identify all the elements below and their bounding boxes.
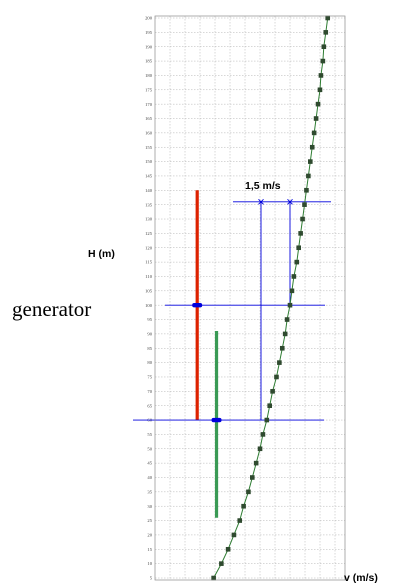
data-point — [306, 173, 311, 179]
x-axis-label: v (m/s) — [344, 572, 378, 584]
y-tick-label: 140 — [145, 188, 153, 193]
data-point — [211, 575, 216, 581]
data-point — [250, 475, 255, 480]
data-point — [291, 274, 297, 279]
guide-lines — [133, 198, 331, 421]
y-tick-label: 30 — [147, 504, 152, 509]
data-point — [279, 345, 285, 351]
y-tick-label: 125 — [145, 231, 153, 236]
data-point — [294, 259, 300, 265]
y-tick-label: 15 — [147, 547, 152, 552]
y-tick-label: 20 — [147, 533, 152, 538]
y-tick-label: 180 — [145, 73, 153, 78]
data-point — [320, 58, 326, 64]
y-tick-label: 70 — [147, 389, 152, 394]
data-point — [246, 489, 251, 495]
y-tick-label: 85 — [147, 346, 152, 351]
data-point — [308, 159, 313, 164]
y-axis-label: H (m) — [88, 248, 115, 260]
y-tick-label: 25 — [147, 518, 152, 523]
data-point — [318, 73, 324, 78]
y-tick-label: 115 — [145, 260, 152, 265]
y-tick-label: 195 — [145, 30, 153, 35]
data-point — [296, 245, 301, 251]
y-tick-label: 165 — [145, 116, 153, 121]
plot-frame — [154, 15, 346, 581]
y-tick-label: 100 — [145, 303, 153, 308]
y-tick-label: 5 — [150, 576, 153, 581]
data-point — [325, 15, 330, 21]
y-tick-label: 110 — [145, 274, 152, 279]
data-point — [274, 374, 279, 380]
y-tick-label: 80 — [147, 360, 152, 365]
data-point — [231, 532, 237, 538]
y-tick-label: 40 — [147, 475, 152, 480]
data-point — [284, 317, 290, 322]
y-tick-label: 145 — [145, 174, 153, 179]
velocity-curve — [211, 15, 330, 581]
y-tick-label: 130 — [145, 217, 153, 222]
data-point — [277, 360, 282, 365]
data-point — [270, 389, 275, 394]
y-tick-label: 55 — [147, 432, 152, 437]
data-point — [313, 116, 319, 121]
data-point — [237, 518, 243, 523]
y-tick-labels: 5101520253035404550556065707580859095100… — [145, 16, 153, 581]
data-point — [241, 503, 246, 509]
y-tick-label: 10 — [147, 561, 152, 566]
delta-velocity-label: 1,5 m/s — [245, 180, 281, 192]
y-tick-label: 170 — [145, 102, 153, 107]
data-point — [253, 460, 259, 466]
y-tick-label: 75 — [147, 375, 152, 380]
y-tick-label: 120 — [145, 245, 153, 250]
data-point — [264, 417, 270, 423]
y-tick-label: 155 — [145, 145, 153, 150]
data-point — [311, 130, 317, 136]
y-tick-label: 65 — [147, 403, 152, 408]
y-tick-label: 135 — [145, 202, 153, 207]
y-tick-label: 35 — [147, 489, 152, 494]
data-point — [300, 216, 305, 222]
y-tick-label: 90 — [147, 331, 152, 336]
y-tick-label: 175 — [145, 87, 153, 92]
data-point — [304, 188, 309, 193]
data-point — [317, 87, 323, 93]
data-point — [219, 561, 224, 566]
data-point — [298, 231, 303, 236]
data-point — [257, 446, 263, 452]
generator-label: generator — [12, 297, 91, 321]
data-point — [289, 288, 295, 294]
data-point — [282, 331, 288, 337]
plot-background — [155, 16, 345, 580]
data-point — [267, 403, 272, 408]
y-tick-label: 45 — [147, 461, 152, 466]
grid-lines — [155, 16, 345, 580]
y-tick-label: 200 — [145, 16, 153, 21]
data-point — [287, 302, 293, 308]
y-tick-label: 95 — [147, 317, 152, 322]
data-point — [323, 30, 329, 35]
velocity-curve-line — [213, 17, 329, 579]
y-tick-label: 50 — [147, 446, 152, 451]
data-point — [315, 101, 321, 107]
data-point — [309, 144, 315, 150]
y-tick-label: 160 — [145, 130, 153, 135]
y-tick-label: 190 — [145, 44, 153, 49]
data-point — [302, 202, 307, 207]
y-tick-label: 105 — [145, 288, 153, 293]
data-point — [260, 432, 266, 437]
y-tick-label: 185 — [145, 59, 153, 64]
data-point — [225, 546, 231, 552]
y-tick-label: 150 — [145, 159, 153, 164]
data-point — [321, 44, 327, 50]
